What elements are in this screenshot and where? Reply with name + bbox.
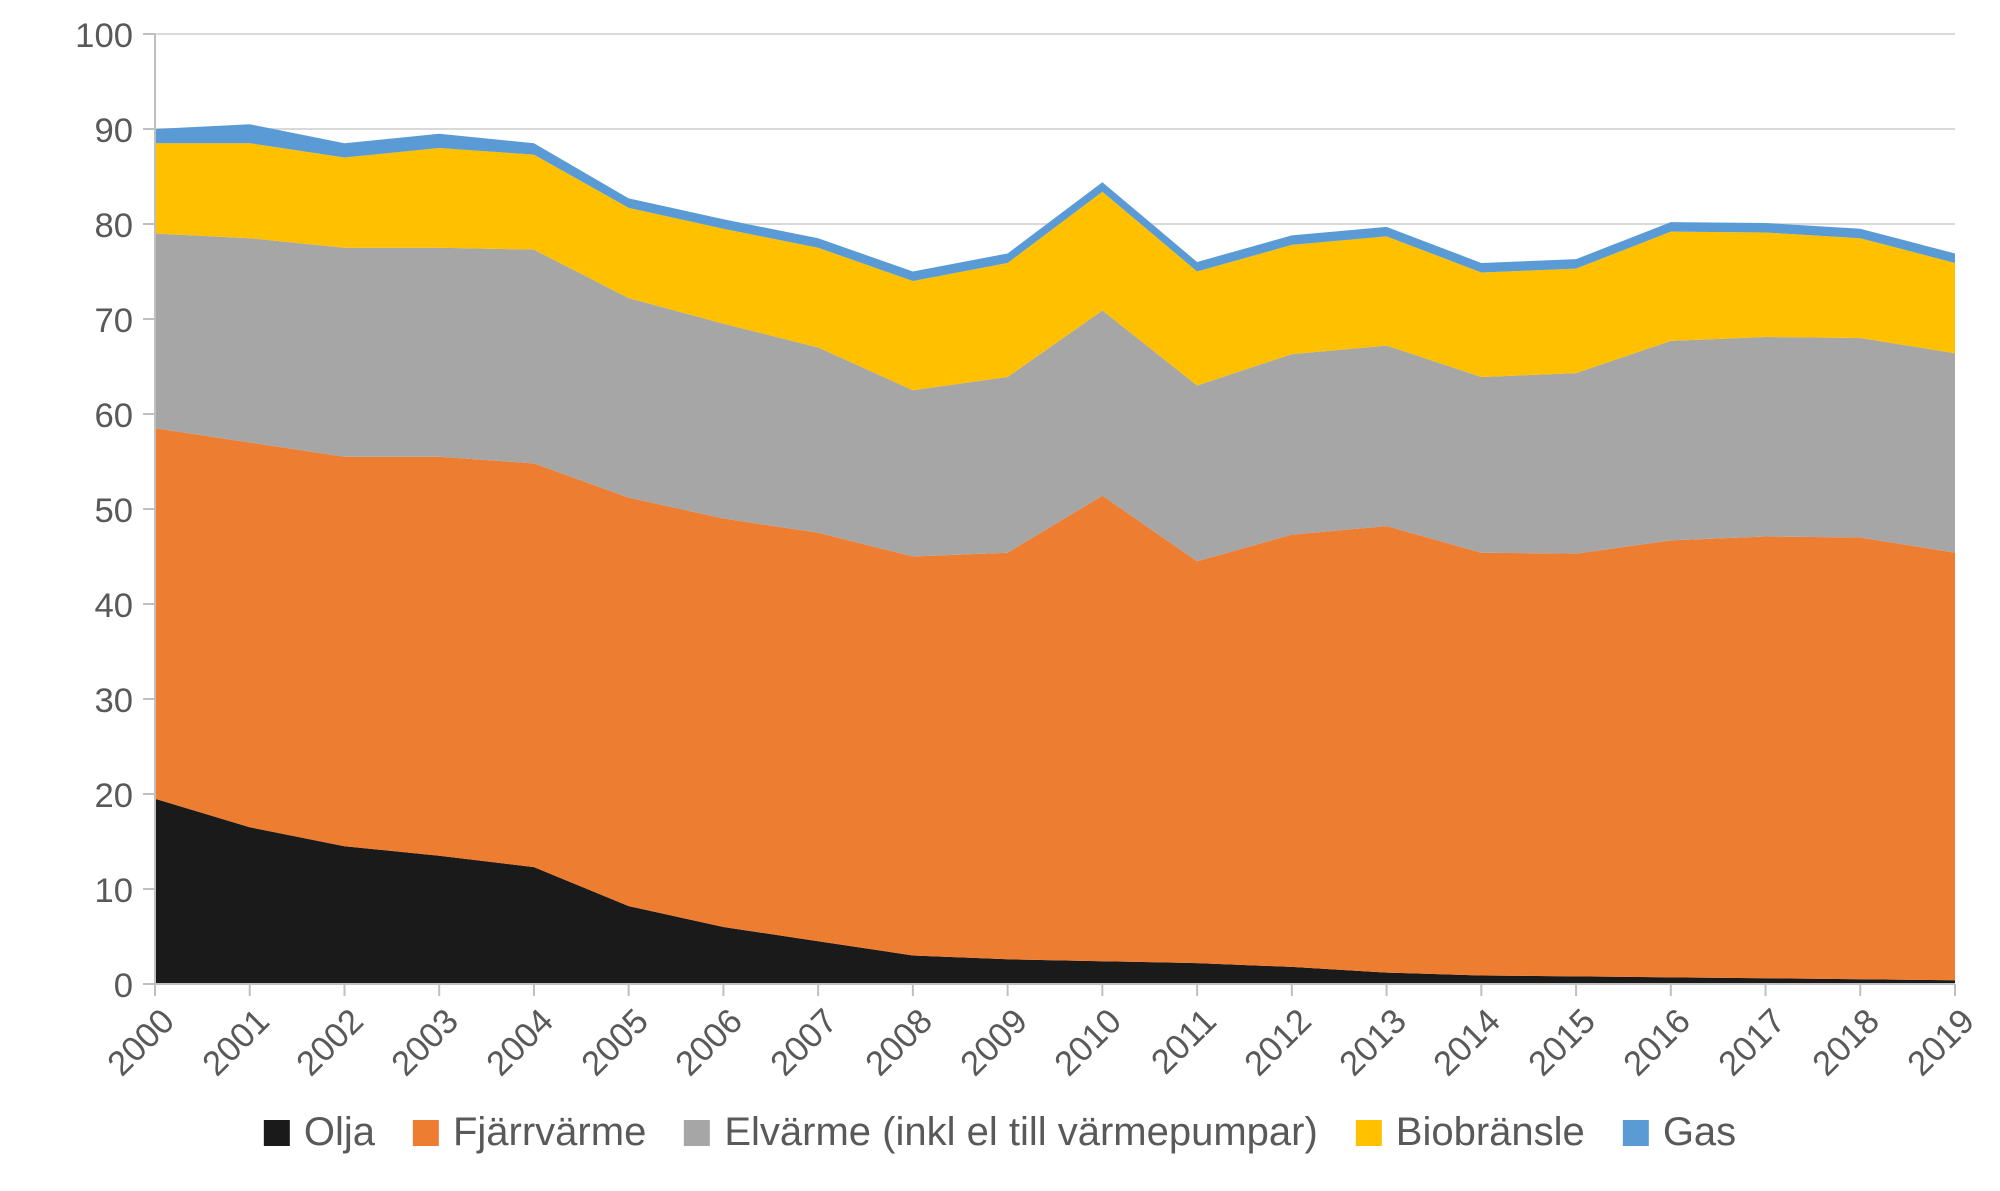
y-tick-label: 20 [94,777,133,816]
legend-swatch [413,1120,439,1146]
x-tick-label: 2017 [1711,1002,1793,1084]
x-tick-label: 2012 [1237,1002,1319,1084]
legend: Olja Fjärrvärme Elvärme (inkl el till värm… [264,1110,1736,1155]
stacked-area-chart: 0102030405060708090100 20002001200220032… [0,0,2000,1191]
legend-item: Olja [264,1110,375,1155]
x-tick-label: 2010 [1048,1002,1130,1084]
y-tick-label: 0 [114,967,133,1006]
legend-item: Fjärrvärme [413,1110,646,1155]
y-tick-label: 70 [94,302,133,341]
x-tick-label: 2003 [385,1002,467,1084]
y-tick-label: 90 [94,112,133,151]
plot-svg [155,34,1955,984]
legend-swatch [264,1120,290,1146]
legend-swatch [1623,1120,1649,1146]
legend-label: Biobränsle [1396,1110,1585,1155]
legend-label: Fjärrvärme [453,1110,646,1155]
y-tick-label: 30 [94,682,133,721]
y-tick-label: 100 [75,17,133,56]
x-tick-label: 2014 [1427,1002,1509,1084]
legend-swatch [684,1120,710,1146]
x-tick-label: 2005 [574,1002,656,1084]
x-tick-label: 2000 [100,1002,182,1084]
x-tick-label: 2004 [479,1002,561,1084]
legend-item: Gas [1623,1110,1736,1155]
legend-label: Gas [1663,1110,1736,1155]
x-tick-label: 2013 [1332,1002,1414,1084]
x-tick-label: 2007 [764,1002,846,1084]
legend-item: Elvärme (inkl el till värmepumpar) [684,1110,1317,1155]
legend-label: Olja [304,1110,375,1155]
x-tick-label: 2016 [1616,1002,1698,1084]
x-tick-label: 2008 [858,1002,940,1084]
x-tick-label: 2001 [195,1002,277,1084]
x-tick-label: 2006 [669,1002,751,1084]
y-tick-label: 40 [94,587,133,626]
x-tick-label: 2002 [290,1002,372,1084]
y-tick-label: 10 [94,872,133,911]
y-tick-label: 50 [94,492,133,531]
x-tick-label: 2011 [1144,1002,1224,1082]
y-tick-label: 60 [94,397,133,436]
legend-label: Elvärme (inkl el till värmepumpar) [724,1110,1317,1155]
legend-swatch [1356,1120,1382,1146]
y-tick-label: 80 [94,207,133,246]
legend-item: Biobränsle [1356,1110,1585,1155]
x-tick-label: 2009 [953,1002,1035,1084]
x-tick-label: 2019 [1900,1002,1982,1084]
x-tick-label: 2015 [1522,1002,1604,1084]
x-tick-label: 2018 [1806,1002,1888,1084]
